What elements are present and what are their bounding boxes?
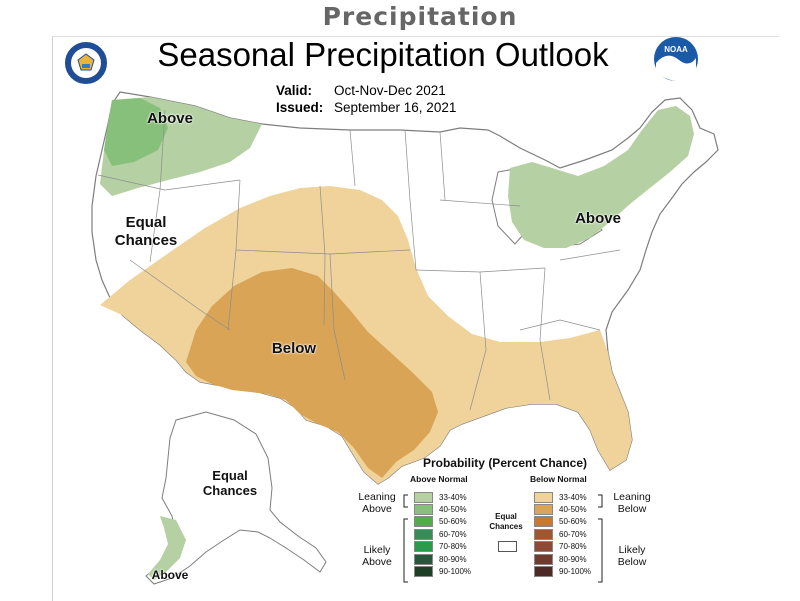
legend-above-row: 33-40% bbox=[414, 491, 467, 503]
label-above-alaska: Above bbox=[151, 568, 189, 582]
legend-below-range-label: 60-70% bbox=[559, 529, 587, 539]
legend-above-swatch bbox=[414, 541, 433, 553]
legend-likely-below: Likely Below bbox=[617, 544, 647, 568]
legend-below-swatch bbox=[534, 553, 553, 565]
issued-label: Issued: bbox=[276, 100, 324, 115]
legend-above-swatch bbox=[414, 553, 433, 565]
legend-above-swatch bbox=[414, 565, 433, 577]
legend-below-row: 80-90% bbox=[534, 553, 587, 565]
issued-value: September 16, 2021 bbox=[334, 100, 457, 115]
commerce-seal-icon bbox=[63, 40, 109, 86]
page-heading: Precipitation bbox=[322, 2, 518, 31]
legend-below-row: 33-40% bbox=[534, 491, 587, 503]
legend-below-swatch bbox=[534, 528, 553, 540]
legend-below-swatch bbox=[534, 516, 553, 528]
legend-below-swatch bbox=[534, 565, 553, 577]
legend-leaning-above: Leaning Above bbox=[358, 491, 396, 515]
legend-below-range-label: 40-50% bbox=[559, 504, 587, 514]
alaska-outline bbox=[145, 411, 327, 585]
legend-above-swatch bbox=[414, 491, 433, 503]
legend-equal-swatch bbox=[498, 541, 517, 552]
legend-below-range-label: 80-90% bbox=[559, 554, 587, 564]
legend-above-range-label: 70-80% bbox=[439, 542, 467, 552]
legend-below-swatch bbox=[534, 491, 553, 503]
legend-above-row: 40-50% bbox=[414, 503, 467, 515]
legend-above-range-label: 60-70% bbox=[439, 529, 467, 539]
legend-leaning-below: Leaning Below bbox=[613, 491, 651, 515]
legend-above-row: 90-100% bbox=[414, 565, 472, 577]
legend-above-swatch bbox=[414, 503, 433, 515]
below-likely-region bbox=[186, 268, 438, 478]
legend-likely-above: Likely Above bbox=[362, 544, 392, 568]
legend-above-row: 60-70% bbox=[414, 528, 467, 540]
label-above-northeast: Above bbox=[575, 210, 621, 227]
legend-below-range-label: 90-100% bbox=[559, 566, 592, 576]
legend-below-row: 90-100% bbox=[534, 565, 592, 577]
legend-below-swatch bbox=[534, 541, 553, 553]
legend-above-swatch bbox=[414, 528, 433, 540]
legend-brackets bbox=[403, 494, 603, 583]
legend-below-row: 40-50% bbox=[534, 503, 587, 515]
valid-value: Oct-Nov-Dec 2021 bbox=[334, 83, 446, 98]
legend-below-range-label: 33-40% bbox=[559, 492, 587, 502]
legend-above-range-label: 40-50% bbox=[439, 504, 467, 514]
label-below-southwest: Below bbox=[271, 340, 317, 357]
valid-block: Valid: Oct-Nov-Dec 2021 Issued: September … bbox=[276, 82, 456, 116]
label-above-northwest: Above bbox=[147, 110, 193, 127]
legend-below-range-label: 70-80% bbox=[559, 542, 587, 552]
label-equal-alaska: Equal Chances bbox=[202, 468, 258, 498]
legend-equal-label: Equal Chances bbox=[489, 512, 523, 531]
map-frame bbox=[52, 36, 779, 601]
legend-above-range-label: 50-60% bbox=[439, 517, 467, 527]
legend: Probability (Percent Chance) Above Norma… bbox=[350, 452, 660, 597]
legend-above-row: 80-90% bbox=[414, 553, 467, 565]
legend-below-row: 70-80% bbox=[534, 541, 587, 553]
above-northwest-inner bbox=[104, 98, 168, 166]
legend-above-row: 50-60% bbox=[414, 516, 467, 528]
legend-above-swatch bbox=[414, 516, 433, 528]
noaa-logo-icon: NOAA bbox=[654, 37, 698, 82]
legend-title: Probability (Percent Chance) bbox=[422, 456, 588, 470]
map-title: Seasonal Precipitation Outlook bbox=[157, 36, 609, 73]
legend-above-heading: Above Normal bbox=[410, 474, 468, 484]
noaa-logo-text: NOAA bbox=[664, 45, 688, 54]
legend-above-range-label: 90-100% bbox=[439, 566, 472, 576]
legend-below-row: 50-60% bbox=[534, 516, 587, 528]
valid-label: Valid: bbox=[276, 83, 313, 98]
legend-below-swatch bbox=[534, 503, 553, 515]
legend-below-range-label: 50-60% bbox=[559, 517, 587, 527]
label-equal-west: Equal Chances bbox=[114, 214, 178, 249]
legend-above-range-label: 33-40% bbox=[439, 492, 467, 502]
legend-above-row: 70-80% bbox=[414, 541, 467, 553]
state-boundaries bbox=[97, 109, 621, 411]
legend-above-range-label: 80-90% bbox=[439, 554, 467, 564]
above-northeast-region bbox=[508, 106, 694, 248]
legend-below-heading: Below Normal bbox=[530, 474, 587, 484]
alaska-above-region bbox=[148, 516, 186, 580]
legend-below-row: 60-70% bbox=[534, 528, 587, 540]
